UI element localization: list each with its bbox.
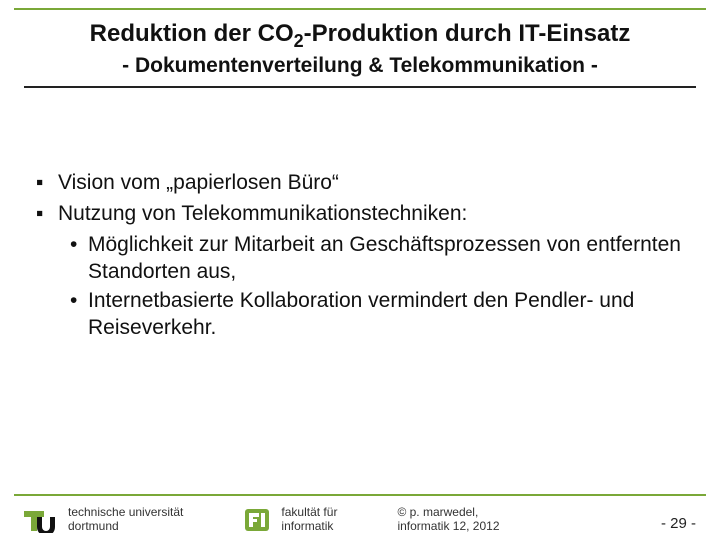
slide: Reduktion der CO2-Produktion durch IT-Ei…: [0, 0, 720, 540]
page-num: 29: [670, 515, 687, 532]
fi-logo-icon: [243, 507, 271, 533]
bullet-level2: • Internetbasierte Kollaboration vermind…: [70, 288, 692, 342]
bullet-level1: ▪ Vision vom „papierlosen Büro“: [36, 170, 692, 197]
title-post: -Produktion durch IT-Einsatz: [304, 20, 631, 47]
bullet-level1: ▪ Nutzung von Telekommunikationstechnike…: [36, 201, 692, 228]
university-name: technische universität dortmund: [68, 506, 183, 534]
bullet-text: Internetbasierte Kollaboration verminder…: [88, 288, 692, 342]
copyright: © p. marwedel, informatik 12, 2012: [397, 506, 499, 534]
bullet-square-icon: ▪: [36, 201, 58, 228]
bullet-text: Vision vom „papierlosen Büro“: [58, 170, 692, 197]
uni-line1: technische universität: [68, 506, 183, 520]
bullet-level2: • Möglichkeit zur Mitarbeit an Geschäfts…: [70, 232, 692, 286]
tu-logo-icon: [24, 507, 58, 533]
bullet-dot-icon: •: [70, 288, 88, 342]
title-pre: Reduktion der CO: [90, 20, 294, 47]
fak-line2: informatik: [281, 520, 337, 534]
faculty-name: fakultät für informatik: [281, 506, 337, 534]
header-divider: [24, 86, 696, 88]
page-prefix: -: [661, 515, 670, 532]
bullet-square-icon: ▪: [36, 170, 58, 197]
accent-line-top: [14, 8, 706, 10]
page-number: - 29 -: [661, 515, 696, 532]
slide-title: Reduktion der CO2-Produktion durch IT-Ei…: [28, 20, 692, 52]
slide-subtitle: - Dokumentenverteilung & Telekommunikati…: [28, 54, 692, 78]
copy-line2: informatik 12, 2012: [397, 520, 499, 534]
footer: technische universität dortmund fakultät…: [0, 496, 720, 540]
content-area: ▪ Vision vom „papierlosen Büro“ ▪ Nutzun…: [28, 170, 692, 341]
copy-line1: © p. marwedel,: [397, 506, 499, 520]
fak-line1: fakultät für: [281, 506, 337, 520]
footer-inner: technische universität dortmund fakultät…: [24, 500, 696, 540]
title-subscript: 2: [294, 31, 304, 51]
bullet-text: Nutzung von Telekommunikationstechniken:: [58, 201, 692, 228]
bullet-text: Möglichkeit zur Mitarbeit an Geschäftspr…: [88, 232, 692, 286]
bullet-dot-icon: •: [70, 232, 88, 286]
uni-line2: dortmund: [68, 520, 183, 534]
page-suffix: -: [687, 515, 696, 532]
